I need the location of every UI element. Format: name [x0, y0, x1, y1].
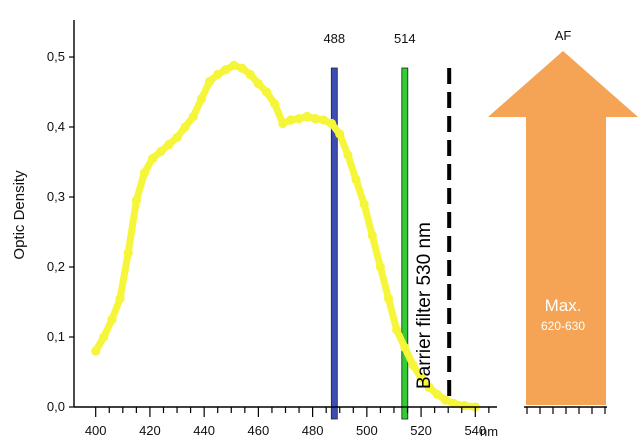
data-point	[343, 150, 353, 160]
emission-max-label: Max.	[545, 296, 582, 315]
data-point	[123, 248, 133, 258]
x-tick-label: 400	[85, 423, 107, 438]
laser-label-514: 514	[394, 31, 416, 46]
data-point	[383, 293, 394, 304]
data-point	[99, 332, 109, 342]
data-point	[359, 199, 369, 209]
laser-line-514	[401, 67, 409, 420]
data-point	[440, 395, 451, 405]
data-point	[416, 373, 426, 383]
data-point	[392, 325, 402, 335]
data-point	[432, 389, 442, 399]
data-point	[91, 346, 101, 356]
x-tick-label: 500	[356, 423, 378, 438]
data-point	[253, 79, 263, 89]
data-point	[213, 69, 223, 80]
data-point	[302, 111, 312, 122]
data-point	[221, 65, 231, 75]
data-point	[278, 118, 288, 129]
x-unit-label: nm	[480, 424, 498, 439]
data-point	[270, 99, 280, 109]
x-tick-label: 420	[139, 423, 161, 438]
data-point	[139, 167, 150, 178]
data-point	[115, 293, 125, 304]
data-point	[148, 153, 158, 164]
data-point	[408, 360, 418, 370]
data-point	[204, 76, 215, 87]
data-point	[131, 195, 141, 206]
emission-af-label: AF	[555, 28, 572, 43]
data-point	[318, 115, 329, 125]
x-tick-label: 520	[410, 423, 432, 438]
data-point	[294, 114, 304, 124]
y-tick-label: 0,2	[47, 259, 65, 274]
data-point	[335, 129, 345, 139]
emission-range-label: 620-630	[541, 319, 585, 333]
data-point	[400, 342, 410, 353]
data-point	[180, 122, 190, 132]
x-tick-label: 440	[193, 423, 215, 438]
y-tick-label: 0,0	[47, 399, 65, 414]
data-point	[261, 87, 272, 97]
data-point	[229, 60, 239, 70]
data-point	[172, 132, 182, 143]
laser-label-488: 488	[323, 31, 345, 46]
x-tick-label: 460	[248, 423, 270, 438]
data-point	[245, 69, 255, 80]
barrier-filter-label: Barrier filter 530 nm	[414, 222, 435, 389]
emission-arrow	[488, 51, 638, 405]
x-tick-label: 480	[302, 423, 324, 438]
data-point	[424, 382, 434, 392]
data-point	[196, 94, 207, 104]
laser-line-488	[330, 67, 338, 420]
data-point	[351, 174, 361, 185]
data-point	[188, 111, 198, 122]
y-tick-label: 0,4	[47, 119, 65, 134]
y-tick-label: 0,1	[47, 329, 65, 344]
y-tick-label: 0,3	[47, 189, 65, 204]
data-point	[326, 118, 337, 129]
data-point	[237, 63, 247, 73]
data-point	[375, 262, 386, 272]
data-point	[156, 146, 166, 157]
data-point	[449, 398, 459, 409]
data-point	[367, 230, 377, 241]
y-tick-label: 0,5	[47, 49, 65, 64]
data-point	[164, 139, 174, 150]
y-axis-label: Optic Density	[11, 170, 28, 260]
data-point	[107, 314, 117, 325]
data-point	[286, 115, 296, 125]
x-tick-label: 540	[464, 423, 486, 438]
data-point	[310, 114, 320, 124]
